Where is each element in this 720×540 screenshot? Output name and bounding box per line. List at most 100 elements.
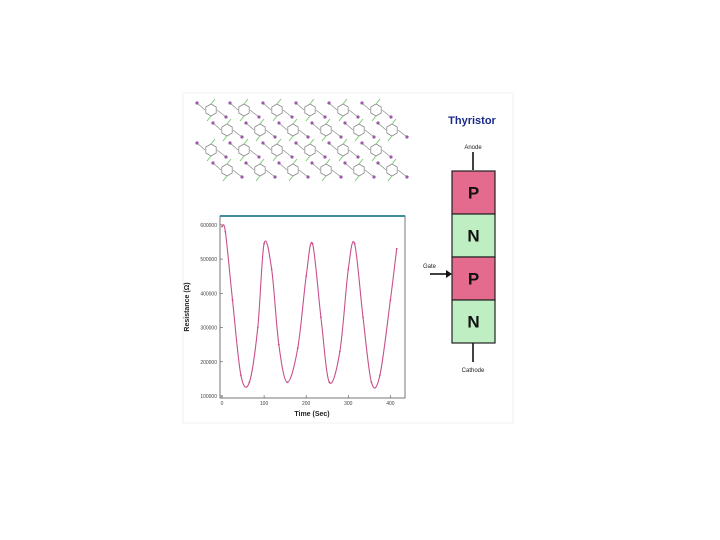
crystal-atom (405, 135, 409, 139)
crystal-bond (371, 115, 377, 122)
crystal-bond (229, 142, 239, 151)
crystal-bond (305, 115, 311, 122)
crystal-bond (229, 102, 239, 111)
crystal-atom (244, 161, 248, 165)
data-point (362, 316, 364, 319)
layer-1-letter: P (468, 184, 479, 203)
crystal-bond (321, 175, 327, 182)
crystal-bond (276, 98, 282, 105)
crystal-atom (273, 135, 277, 139)
data-point (305, 275, 308, 278)
crystal-bond (361, 102, 371, 111)
crystal-bond (387, 175, 393, 182)
crystal-bond (210, 138, 216, 145)
crystal-bond (325, 118, 331, 125)
crystal-bond (364, 169, 375, 178)
crystal-atom (224, 115, 228, 119)
crystal-bond (397, 129, 408, 138)
crystal-bond (387, 135, 393, 142)
x-tick-label: 0 (221, 401, 224, 407)
layer-2-letter: N (467, 227, 479, 246)
crystal-bond (292, 118, 298, 125)
crystal-bond (265, 129, 276, 138)
crystal-bond (298, 169, 309, 178)
crystal-bond (196, 102, 206, 111)
layer-3-letter: P (468, 270, 479, 289)
crystal-bond (272, 115, 278, 122)
crystal-bond (328, 102, 338, 111)
crystal-bond (311, 162, 321, 171)
crystal-bond (377, 162, 387, 171)
crystal-bond (239, 115, 245, 122)
crystal-bond (311, 122, 321, 131)
crystal-atom (343, 121, 347, 125)
crystal-bond (321, 135, 327, 142)
data-point (353, 242, 356, 245)
crystal-bond (391, 158, 397, 165)
crystal-bond (216, 109, 227, 118)
crystal-bond (226, 118, 232, 125)
crystal-atom (195, 141, 199, 145)
data-point (338, 350, 341, 353)
crystal-bond (364, 129, 375, 138)
data-point (286, 381, 289, 384)
y-tick-label: 200000 (200, 360, 217, 366)
crystal-atom (389, 115, 393, 119)
crystal-bond (278, 122, 288, 131)
data-point (395, 247, 398, 250)
crystal-bond (391, 118, 397, 125)
crystal-bond (243, 138, 249, 145)
crystal-bond (298, 129, 309, 138)
crystal-bond (196, 142, 206, 151)
crystal-bond (222, 135, 228, 142)
crystal-bond (272, 155, 278, 162)
crystal-bond (331, 169, 342, 178)
crystal-bond (259, 158, 265, 165)
crystal-bond (342, 138, 348, 145)
crystal-bond (377, 122, 387, 131)
crystal-bond (259, 118, 265, 125)
layer-2 (451, 213, 496, 258)
crystal-atom (228, 101, 232, 105)
crystal-atom (372, 175, 376, 179)
crystal-atom (405, 175, 409, 179)
crystal-bond (249, 149, 260, 158)
data-point (277, 343, 280, 346)
crystal-bond (305, 155, 311, 162)
crystal-atom (277, 161, 281, 165)
crystal-bond (309, 138, 315, 145)
crystal-bond (397, 169, 408, 178)
crystal-atom (343, 161, 347, 165)
anode-label: Anode (464, 145, 482, 151)
y-tick-label: 100000 (200, 394, 217, 400)
y-tick-label: 400000 (200, 291, 217, 297)
data-point (389, 299, 392, 302)
crystal-bond (358, 118, 364, 125)
data-point (370, 381, 373, 384)
crystal-bond (342, 98, 348, 105)
thyristor-diagram: Thyristor Anode P N P N Gate Cathode (423, 115, 497, 374)
y-axis-label: Resistance (Ω) (184, 282, 191, 331)
crystal-atom (323, 155, 327, 159)
gate-arrow-icon (446, 270, 452, 278)
crystal-bond (295, 102, 305, 111)
crystal-atom (240, 135, 244, 139)
crystal-bond (245, 162, 255, 171)
crystal-bond (288, 175, 294, 182)
data-point (311, 242, 314, 245)
crystal-bond (245, 122, 255, 131)
crystal-bond (243, 98, 249, 105)
data-point (347, 268, 350, 271)
crystal-bond (232, 169, 243, 178)
crystal-atom (339, 175, 343, 179)
crystal-bond (309, 98, 315, 105)
layer-3 (451, 256, 496, 301)
data-point (378, 374, 381, 377)
crystal-bond (375, 138, 381, 145)
crystal-bond (338, 155, 344, 162)
crystal-atom (211, 161, 215, 165)
data-point (328, 381, 331, 384)
data-point (248, 381, 251, 384)
crystal-bond (226, 158, 232, 165)
resistance-chart: 0 100 200 300 400 100000 200000 300000 400000 500… (184, 215, 406, 418)
